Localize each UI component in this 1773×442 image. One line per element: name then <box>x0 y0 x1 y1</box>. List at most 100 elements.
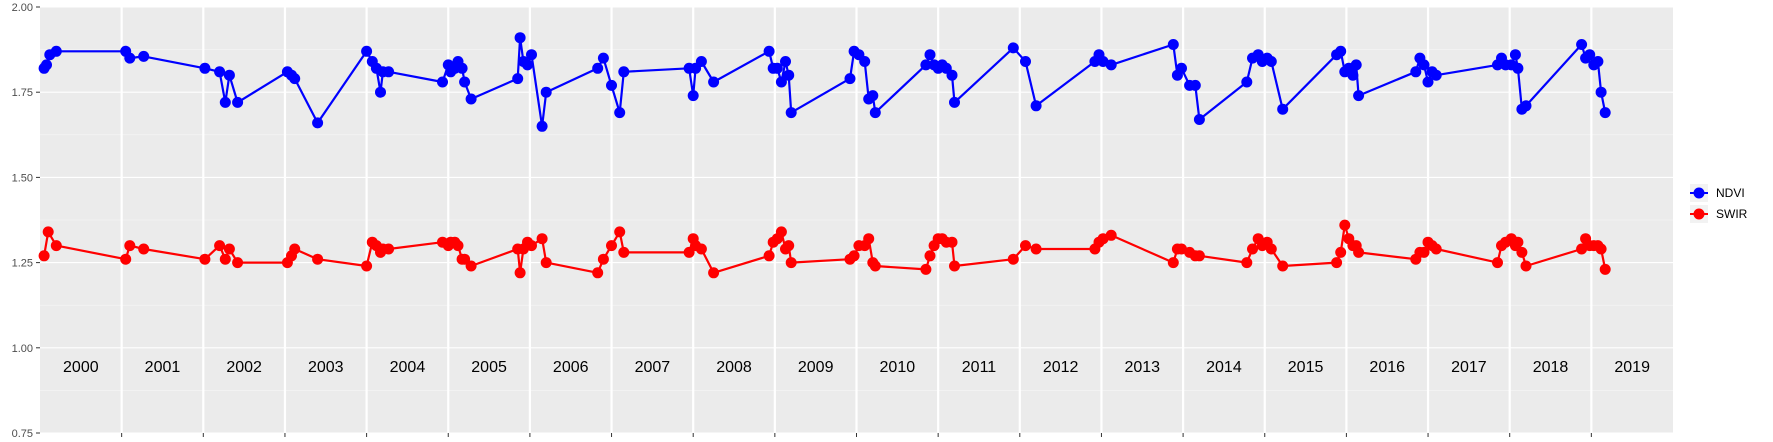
swir-point <box>42 226 54 238</box>
ndvi-point <box>785 107 797 119</box>
year-label: 2001 <box>145 359 181 376</box>
swir-point <box>361 260 373 272</box>
swir-point <box>1105 229 1117 241</box>
year-label: 2016 <box>1369 359 1405 376</box>
ndvi-point <box>1167 39 1179 50</box>
swir-point <box>120 253 132 265</box>
ndvi-point <box>924 49 936 61</box>
ndvi-point <box>138 50 150 62</box>
ndvi-point <box>1584 49 1596 61</box>
ndvi-point <box>695 56 707 67</box>
swir-point <box>946 236 958 248</box>
ndvi-point <box>1277 103 1289 115</box>
ndvi-point <box>775 76 787 88</box>
ndvi-point <box>1241 76 1253 88</box>
series-layer <box>38 32 1611 279</box>
ndvi-point <box>1189 79 1201 91</box>
year-label: 2006 <box>553 359 589 376</box>
swir-point <box>526 240 537 252</box>
ndvi-point <box>606 79 617 91</box>
swir-point <box>1277 260 1289 272</box>
ndvi-point <box>867 90 879 102</box>
swir-point <box>50 240 62 252</box>
ndvi-point <box>361 45 373 57</box>
ndvi-point <box>1410 66 1422 78</box>
swir-point <box>695 243 707 255</box>
swir-point <box>199 253 211 265</box>
swir-point <box>232 257 244 269</box>
swir-point <box>708 267 720 279</box>
ndvi-point <box>614 107 626 119</box>
swir-point <box>536 233 548 245</box>
swir-point <box>606 240 617 252</box>
legend: NDVI SWIR <box>1690 184 1748 223</box>
ndvi-point <box>232 96 244 108</box>
swir-point <box>1353 246 1365 258</box>
year-label: 2015 <box>1288 359 1324 376</box>
swir-point <box>1492 257 1503 269</box>
swir-point <box>1193 250 1205 262</box>
ndvi-point <box>708 76 720 88</box>
swir-point <box>452 240 464 252</box>
year-label: 2000 <box>63 359 99 376</box>
ndvi-point <box>1509 49 1521 61</box>
ndvi-point <box>214 66 226 78</box>
swir-point <box>138 243 150 255</box>
ndvi-point <box>459 76 471 88</box>
swir-legend-label: SWIR <box>1716 207 1748 221</box>
year-label: 2011 <box>962 359 997 376</box>
swir-point <box>920 263 932 275</box>
ndvi-legend-point <box>1693 187 1705 199</box>
swir-point <box>1520 260 1532 272</box>
ndvi-point <box>41 59 52 71</box>
year-label: 2005 <box>471 359 507 376</box>
ndvi-point <box>1020 56 1031 67</box>
swir-point <box>214 240 226 252</box>
year-label: 2014 <box>1206 359 1242 376</box>
swir-point <box>1595 243 1607 255</box>
ndvi-point <box>536 120 548 132</box>
swir-point <box>1241 257 1253 269</box>
year-label: 2018 <box>1533 359 1569 376</box>
swir-point <box>1516 246 1528 258</box>
year-label: 2002 <box>226 359 262 376</box>
year-label: 2003 <box>308 359 344 376</box>
year-label: 2019 <box>1614 359 1650 376</box>
ndvi-point <box>763 45 775 57</box>
swir-point <box>618 246 630 258</box>
swir-point <box>783 240 795 252</box>
swir-point <box>289 243 301 255</box>
ndvi-point <box>949 96 960 108</box>
ndvi-point <box>50 45 62 57</box>
ndvi-point <box>1353 90 1365 102</box>
ndvi-point <box>1592 56 1604 67</box>
swir-point <box>785 257 797 269</box>
ndvi-point <box>514 32 526 44</box>
ndvi-legend-label: NDVI <box>1716 186 1745 200</box>
ndvi-point <box>1430 69 1442 81</box>
swir-point <box>219 253 231 265</box>
ndvi-point <box>512 73 524 85</box>
ndvi-point <box>1520 100 1532 112</box>
ndvi-point <box>465 93 477 105</box>
ndvi-point <box>844 73 856 85</box>
swir-point <box>1599 263 1611 275</box>
y-tick-label: 1.25 <box>12 258 33 270</box>
swir-point <box>1335 246 1347 258</box>
swir-point <box>775 226 787 238</box>
swir-point <box>312 253 324 265</box>
ndvi-point <box>1422 76 1434 88</box>
ndvi-point <box>526 49 537 61</box>
ndvi-point <box>869 107 881 119</box>
year-label: 2009 <box>798 359 834 376</box>
ndvi-point <box>1030 100 1042 112</box>
year-label: 2004 <box>390 359 426 376</box>
ndvi-point <box>124 52 136 64</box>
swir-point <box>459 253 471 265</box>
ndvi-point <box>597 52 609 64</box>
swir-point <box>1430 243 1442 255</box>
ndvi-point <box>219 96 231 108</box>
swir-point <box>763 250 775 262</box>
ndvi-point <box>375 86 386 98</box>
